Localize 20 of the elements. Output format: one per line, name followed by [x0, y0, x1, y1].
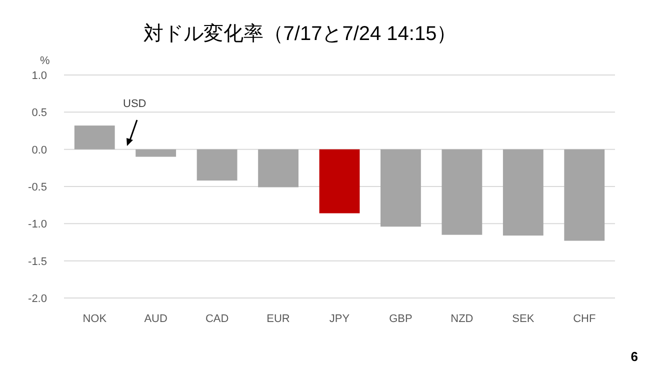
- x-tick-label: AUD: [144, 313, 168, 325]
- x-tick-label: CAD: [205, 313, 229, 325]
- x-tick-label: NZD: [450, 313, 474, 325]
- x-tick-label: SEK: [512, 313, 535, 325]
- y-axis-title: %: [40, 55, 50, 67]
- x-tick-label: CHF: [573, 313, 596, 325]
- annotation: USD: [123, 98, 146, 110]
- x-tick-label: EUR: [266, 313, 290, 325]
- y-tick-label: -2.0: [28, 293, 47, 305]
- text: 6: [630, 349, 638, 364]
- y-tick-label: -0.5: [28, 182, 47, 194]
- x-tick-label: JPY: [329, 313, 350, 325]
- y-tick-label: -1.5: [28, 256, 47, 268]
- x-tick-label: GBP: [389, 313, 412, 325]
- x-tick-label: NOK: [82, 313, 108, 325]
- y-tick-label: 0.5: [32, 107, 47, 120]
- y-tick-label: 0.0: [32, 144, 47, 156]
- chart-title: 対ドル変化率（7/17と7/24 14:15）: [143, 22, 457, 45]
- y-tick-label: -1.0: [28, 218, 47, 231]
- y-tick-label: 1.0: [32, 70, 47, 82]
